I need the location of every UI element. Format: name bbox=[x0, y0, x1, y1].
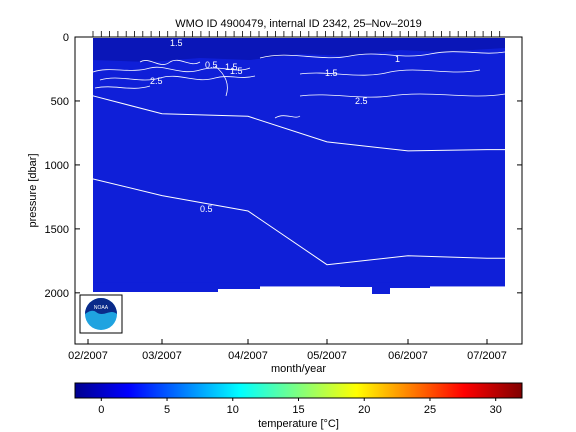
contour-label-6: 0.5 bbox=[200, 204, 213, 214]
y-tick-label: 2000 bbox=[45, 288, 69, 300]
colorbar-tick-label: 30 bbox=[490, 404, 502, 416]
profile-bottom-2 bbox=[260, 282, 340, 286]
x-tick-label: 02/2007 bbox=[68, 350, 108, 362]
profile-bottom-5 bbox=[390, 282, 430, 288]
profile-bottom-3 bbox=[340, 282, 372, 287]
isotherm-1-0 bbox=[87, 94, 505, 152]
y-tick-label: 1000 bbox=[45, 160, 69, 172]
contour-line-6 bbox=[299, 93, 506, 98]
colorbar-label: temperature [°C] bbox=[258, 418, 339, 430]
contour-line-1 bbox=[99, 75, 256, 81]
profile-bottom-4 bbox=[372, 282, 390, 294]
contour-line-2 bbox=[139, 59, 201, 65]
x-tick-label: 07/2007 bbox=[467, 350, 507, 362]
profile-bottom-0 bbox=[93, 282, 218, 292]
contour-label-8: 1 bbox=[395, 54, 400, 64]
colorbar-tick-label: 25 bbox=[424, 404, 436, 416]
contour-line-7 bbox=[214, 65, 228, 97]
contour-line-4 bbox=[259, 51, 506, 59]
contour-label-4: 2.5 bbox=[150, 76, 163, 86]
temperature-field bbox=[93, 38, 505, 287]
profile-bottom-1 bbox=[218, 282, 260, 289]
contour-label-5: 1.5 bbox=[230, 66, 243, 76]
x-axis-label: month/year bbox=[271, 363, 326, 375]
plot-frame bbox=[74, 36, 523, 345]
colorbar bbox=[74, 382, 523, 399]
y-tick-label: 1500 bbox=[45, 224, 69, 236]
x-tick-label: 06/2007 bbox=[388, 350, 428, 362]
y-tick-label: 500 bbox=[51, 96, 69, 108]
colorbar-tick-label: 20 bbox=[358, 404, 370, 416]
colorbar-tick-label: 10 bbox=[227, 404, 239, 416]
x-tick-label: 04/2007 bbox=[228, 350, 268, 362]
contour-label-1: 0.5 bbox=[205, 60, 218, 70]
contour-line-3 bbox=[94, 85, 151, 89]
contour-line-0 bbox=[92, 66, 251, 73]
colorbar-tick-label: 0 bbox=[98, 404, 104, 416]
x-tick-label: 05/2007 bbox=[307, 350, 347, 362]
contour-label-7: 1.5 bbox=[225, 62, 238, 72]
colorbar-tick-label: 15 bbox=[292, 404, 304, 416]
colorbar-tick-label: 5 bbox=[164, 404, 170, 416]
svg-text:NOAA: NOAA bbox=[94, 305, 109, 311]
contour-line-8 bbox=[274, 115, 301, 119]
contour-line-5 bbox=[299, 69, 481, 76]
surface-layer bbox=[93, 38, 505, 62]
y-axis-label: pressure [dbar] bbox=[27, 154, 39, 228]
profile-bottom-6 bbox=[430, 282, 505, 286]
y-tick-label: 0 bbox=[63, 32, 69, 44]
contour-label-0: 1.5 bbox=[170, 38, 183, 48]
x-tick-label: 03/2007 bbox=[142, 350, 182, 362]
contour-label-2: 1.5 bbox=[325, 68, 338, 78]
chart-title: WMO ID 4900479, internal ID 2342, 25–Nov… bbox=[175, 18, 421, 30]
contour-label-3: 2.5 bbox=[355, 96, 368, 106]
isotherm-0-5 bbox=[87, 177, 505, 266]
noaa-logo: NOAA bbox=[79, 294, 123, 334]
